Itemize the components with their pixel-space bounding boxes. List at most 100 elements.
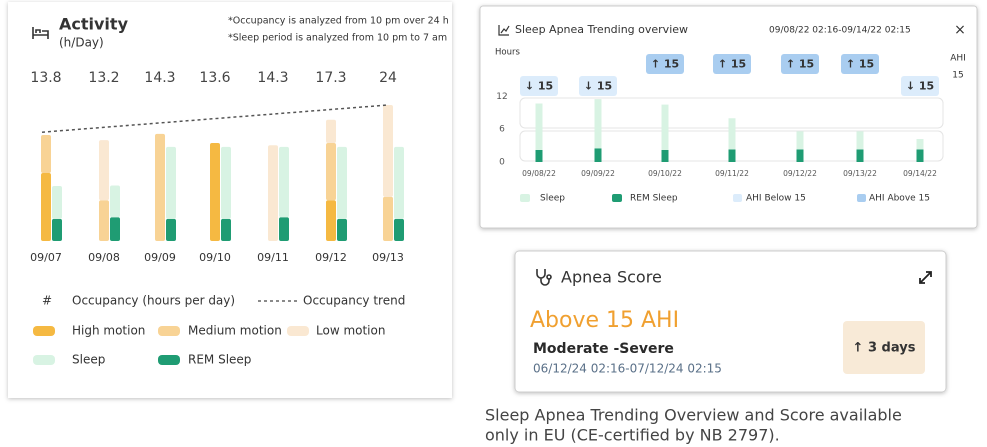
bar-segment xyxy=(916,149,924,162)
value-label: 13.2 xyxy=(88,70,119,86)
bar-segment xyxy=(535,103,543,150)
score-trend: ↑ 3 days xyxy=(853,341,916,356)
x-tick-label: 09/12/22 xyxy=(783,169,817,178)
legend-swatch xyxy=(857,194,866,202)
ahi-threshold: 15 xyxy=(952,71,963,81)
trending-range: 09/08/22 02:16-09/14/22 02:15 xyxy=(769,26,911,36)
ahi-badge-label: ↑ 15 xyxy=(786,58,814,71)
bar-segment xyxy=(279,146,289,218)
bar-segment xyxy=(41,173,51,241)
x-tick-label: 09/10 xyxy=(199,251,231,264)
x-tick-label: 09/08 xyxy=(88,251,120,264)
ahi-label: AHI xyxy=(950,54,966,64)
ahi-badge xyxy=(646,54,684,74)
bar-segment xyxy=(856,149,864,162)
bar-segment xyxy=(221,146,231,219)
bar-segment xyxy=(796,131,804,150)
activity-title: Activity xyxy=(59,15,129,34)
trend-line xyxy=(41,104,389,133)
legend-swatch xyxy=(287,326,309,336)
y-axis-label: Hours xyxy=(495,48,520,58)
bar-segment xyxy=(326,200,336,241)
legend-label: High motion xyxy=(72,324,145,338)
value-label: 17.3 xyxy=(315,70,346,86)
ahi-badge xyxy=(781,54,819,74)
bar-segment xyxy=(394,218,404,241)
bar-segment xyxy=(210,142,220,241)
bar-segment xyxy=(268,145,278,241)
legend-label: Occupancy trend xyxy=(303,294,405,308)
bar-segment xyxy=(661,104,669,150)
legend-swatch xyxy=(612,194,622,202)
bar-segment xyxy=(52,218,62,241)
bar-segment xyxy=(661,149,669,162)
expand-icon[interactable] xyxy=(919,271,932,284)
ahi-badge-label: ↓ 15 xyxy=(906,80,934,93)
bar-segment xyxy=(796,149,804,162)
score-panel xyxy=(514,250,947,393)
y-tick-label: 0 xyxy=(499,158,505,168)
bar-segment xyxy=(383,196,393,241)
legend-label: REM Sleep xyxy=(630,194,678,204)
caption: Sleep Apnea Trending Overview and Score … xyxy=(485,406,902,425)
legend-swatch xyxy=(158,355,180,365)
x-tick-label: 09/08/22 xyxy=(522,169,556,178)
bar-segment xyxy=(383,105,393,197)
bar-segment xyxy=(99,140,109,201)
legend-label: REM Sleep xyxy=(188,353,251,367)
legend-swatch xyxy=(158,326,180,336)
bar-segment xyxy=(110,217,120,241)
bar-segment xyxy=(41,135,51,173)
ahi-badge-label: ↓ 15 xyxy=(584,80,612,93)
ahi-badge-label: ↑ 15 xyxy=(651,58,679,71)
score-result: Above 15 AHI xyxy=(530,308,679,333)
legend-label: Low motion xyxy=(316,324,385,338)
legend-label: AHI Below 15 xyxy=(746,194,806,204)
trending-title: Sleep Apnea Trending overview xyxy=(515,23,688,36)
bar-segment xyxy=(856,131,864,150)
x-tick-label: 09/14/22 xyxy=(903,169,937,178)
legend-swatch xyxy=(33,326,55,336)
x-tick-label: 09/09/22 xyxy=(581,169,615,178)
ahi-badge xyxy=(713,54,751,74)
legend-label: Medium motion xyxy=(188,324,282,338)
score-trend-badge xyxy=(843,321,925,374)
bar-segment xyxy=(916,139,924,150)
score-range: 06/12/24 02:16-07/12/24 02:15 xyxy=(533,362,722,376)
x-tick-label: 09/11/22 xyxy=(715,169,749,178)
ahi-badge-label: ↑ 15 xyxy=(846,58,874,71)
legend-swatch xyxy=(33,355,55,365)
value-label: 13.8 xyxy=(30,70,61,86)
bar-segment xyxy=(279,217,289,241)
bar-segment xyxy=(221,218,231,241)
bar-segment xyxy=(594,148,602,162)
x-tick-label: 09/07 xyxy=(30,251,62,264)
bar-segment xyxy=(52,186,62,219)
bar-segment xyxy=(110,185,120,218)
bed-icon xyxy=(32,27,49,39)
y-tick-label: 12 xyxy=(496,92,507,102)
legend-label: Sleep xyxy=(540,194,565,204)
bar-segment xyxy=(594,99,602,149)
bar-segment xyxy=(535,149,543,162)
legend-label: AHI Above 15 xyxy=(869,194,930,204)
bar-segment xyxy=(394,146,404,219)
note: *Sleep period is analyzed from 10 pm to … xyxy=(228,33,447,44)
score-title: Apnea Score xyxy=(561,268,662,287)
bar-segment xyxy=(728,118,736,150)
y-tick-label: 6 xyxy=(499,125,505,135)
value-label: 13.6 xyxy=(199,70,230,86)
score-severity: Moderate -Severe xyxy=(533,341,674,357)
ahi-badge-label: ↑ 15 xyxy=(718,58,746,71)
stethoscope-icon xyxy=(536,269,552,286)
bar-segment xyxy=(337,146,347,219)
legend-swatch xyxy=(733,194,742,202)
ahi-badge xyxy=(841,54,879,74)
legend-swatch xyxy=(520,194,530,202)
close-button[interactable]: × xyxy=(954,22,966,38)
legend-label: Sleep xyxy=(72,353,105,367)
bar-segment xyxy=(166,146,176,219)
x-tick-label: 09/12 xyxy=(315,251,347,264)
legend-label: Occupancy (hours per day) xyxy=(72,294,235,308)
x-tick-label: 09/09 xyxy=(144,251,176,264)
